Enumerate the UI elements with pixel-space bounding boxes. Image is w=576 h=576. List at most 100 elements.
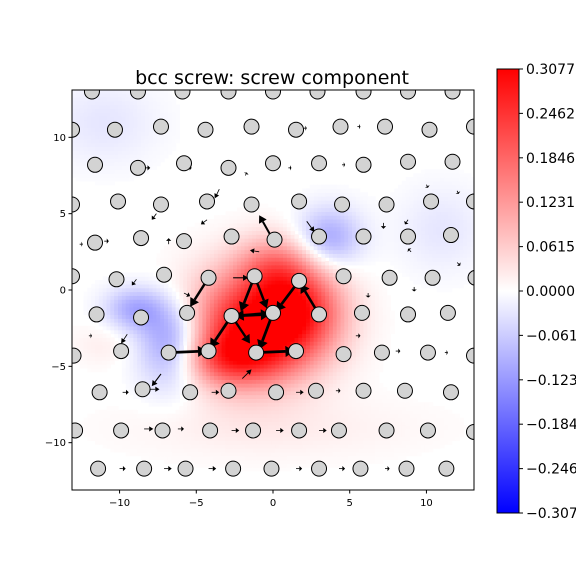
field-cell — [236, 272, 242, 277]
field-cell — [175, 287, 181, 293]
field-cell — [144, 306, 150, 312]
field-cell — [152, 413, 157, 419]
field-cell — [125, 131, 131, 136]
field-cell — [352, 356, 357, 361]
field-cell — [206, 371, 211, 377]
field-cell — [317, 344, 322, 350]
field-cell — [275, 448, 280, 453]
field-cell — [233, 260, 238, 266]
field-cell — [202, 295, 207, 300]
field-cell — [225, 291, 230, 296]
field-cell — [129, 417, 134, 422]
field-cell — [141, 364, 146, 369]
field-cell — [332, 264, 338, 270]
field-cell — [359, 444, 365, 449]
field-cell — [194, 375, 200, 380]
field-cell — [332, 417, 338, 422]
field-cell — [298, 253, 303, 258]
field-cell — [305, 379, 311, 384]
field-cell — [183, 333, 188, 338]
field-cell — [244, 394, 250, 399]
field-cell — [290, 318, 296, 323]
field-cell — [294, 257, 299, 262]
field-cell — [355, 432, 361, 438]
field-cell — [213, 375, 219, 380]
field-cell — [206, 329, 211, 335]
field-cell — [286, 234, 292, 239]
field-cell — [321, 241, 326, 247]
field-cell — [259, 287, 265, 293]
field-cell — [91, 352, 96, 358]
field-cell — [271, 337, 276, 342]
field-cell — [190, 295, 196, 300]
field-cell — [187, 287, 192, 293]
field-cell — [336, 383, 342, 388]
field-cell — [98, 104, 104, 109]
field-cell — [144, 161, 150, 167]
field-cell — [275, 287, 280, 293]
field-cell — [282, 444, 288, 449]
field-cell — [87, 108, 92, 113]
field-cell — [221, 219, 227, 224]
field-cell — [210, 234, 215, 239]
field-cell — [133, 100, 138, 106]
field-cell — [183, 322, 188, 327]
field-cell — [156, 322, 161, 327]
field-cell — [313, 291, 319, 296]
field-cell — [332, 241, 338, 247]
field-cell — [152, 390, 157, 396]
field-cell — [332, 413, 338, 419]
field-cell — [286, 268, 292, 274]
field-cell — [336, 360, 342, 365]
field-cell — [240, 436, 246, 441]
field-cell — [248, 398, 253, 403]
field-cell — [244, 379, 250, 384]
field-cell — [102, 356, 108, 361]
field-cell — [252, 440, 257, 445]
field-cell — [121, 108, 127, 113]
field-cell — [275, 432, 280, 438]
field-cell — [240, 425, 246, 430]
field-cell — [133, 364, 138, 369]
field-cell — [194, 360, 200, 365]
field-cell — [141, 352, 146, 358]
field-cell — [210, 379, 215, 384]
field-cell — [240, 398, 246, 403]
field-cell — [344, 413, 349, 419]
field-cell — [294, 268, 299, 274]
field-cell — [305, 215, 311, 220]
field-cell — [294, 241, 299, 247]
field-cell — [194, 302, 200, 308]
field-cell — [359, 280, 365, 285]
field-cell — [286, 322, 292, 327]
field-cell — [340, 444, 345, 449]
field-cell — [198, 329, 204, 335]
field-cell — [110, 302, 115, 308]
field-cell — [206, 226, 211, 232]
field-cell — [167, 142, 173, 148]
field-cell — [187, 402, 192, 407]
field-cell — [352, 234, 357, 239]
field-cell — [305, 413, 311, 419]
field-cell — [217, 448, 223, 453]
field-cell — [133, 131, 138, 136]
field-cell — [213, 444, 219, 449]
field-cell — [156, 402, 161, 407]
field-cell — [317, 207, 322, 212]
field-cell — [156, 398, 161, 403]
field-cell — [305, 448, 311, 453]
field-cell — [148, 150, 154, 155]
field-cell — [102, 302, 108, 308]
field-cell — [267, 375, 273, 380]
field-cell — [133, 306, 138, 312]
field-cell — [141, 283, 146, 289]
field-cell — [198, 299, 204, 304]
field-cell — [110, 177, 115, 182]
field-cell — [240, 459, 246, 464]
field-cell — [363, 398, 368, 403]
field-cell — [202, 325, 207, 331]
field-cell — [259, 241, 265, 247]
field-cell — [152, 329, 157, 335]
field-cell — [160, 310, 165, 316]
field-cell — [267, 398, 273, 403]
